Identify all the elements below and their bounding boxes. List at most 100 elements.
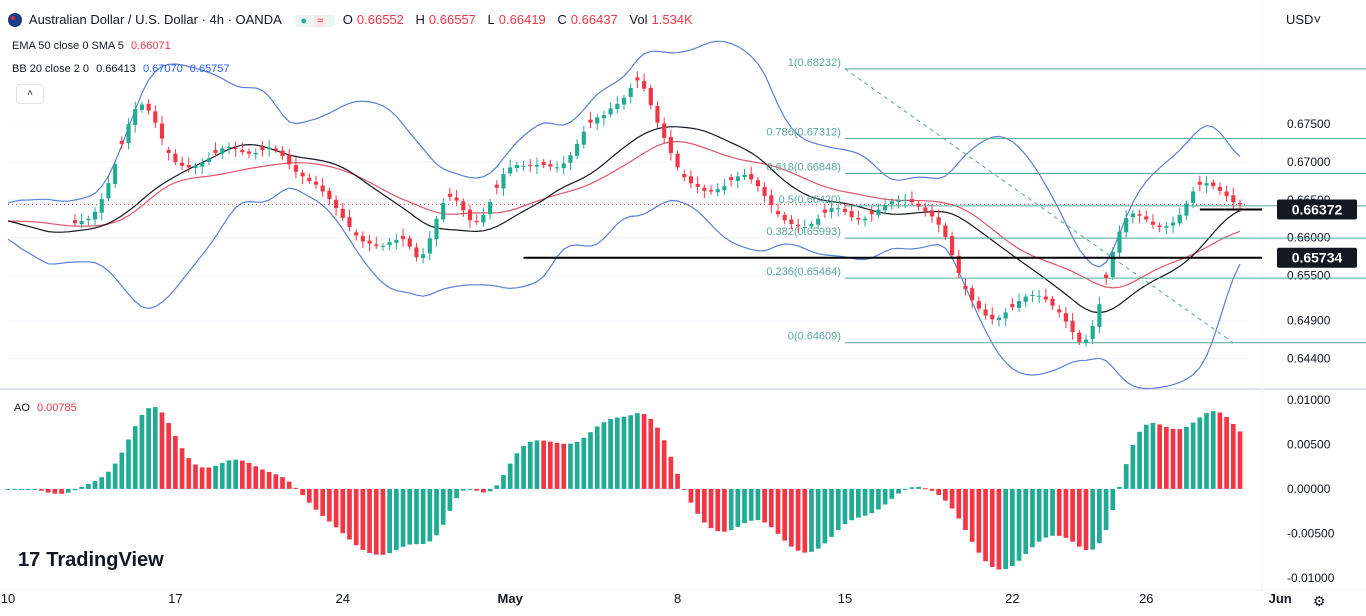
- candle-body: [1016, 301, 1022, 308]
- ao-histogram-bar: [199, 467, 205, 489]
- bb-label: BB 20 close 2 0: [12, 63, 90, 75]
- collapse-legend-button[interactable]: ˄: [16, 84, 44, 104]
- bb-legend[interactable]: BB 20 close 2 0 0.66413 0.67070 0.65757: [12, 63, 234, 75]
- candle-body: [936, 217, 941, 225]
- candle-body: [1157, 225, 1162, 228]
- settings-gear-icon[interactable]: ⚙: [1313, 593, 1326, 609]
- candle-body: [1050, 298, 1055, 306]
- chevron-down-icon: ˅: [1313, 12, 1322, 27]
- ao-histogram-bar: [1150, 422, 1156, 489]
- candle-body: [1204, 183, 1209, 186]
- ao-histogram-bar: [896, 488, 901, 494]
- ao-label: AO: [14, 402, 30, 414]
- ao-histogram-bar: [621, 416, 627, 489]
- ao-histogram-bar: [494, 485, 500, 489]
- candle-body: [688, 176, 694, 184]
- ao-histogram-bar: [233, 459, 238, 489]
- ao-legend[interactable]: AO 0.00785: [14, 402, 81, 414]
- candle-body: [86, 218, 91, 221]
- candle-body: [99, 199, 104, 213]
- candle-body: [1184, 203, 1189, 216]
- ao-histogram-bar: [112, 463, 118, 489]
- status-pill[interactable]: ● ≈: [295, 15, 336, 27]
- candle-body: [628, 87, 633, 98]
- candle-body: [1097, 304, 1102, 327]
- candle-body: [956, 255, 961, 274]
- fib-level-label: 0.5(0.66420): [779, 194, 841, 206]
- ao-histogram-bar: [373, 488, 379, 555]
- ao-histogram-bar: [32, 488, 38, 490]
- candle-body: [648, 87, 653, 106]
- ao-histogram-bar: [521, 446, 526, 489]
- ao-tick-label: 0.01000: [1287, 393, 1331, 407]
- ao-histogram-bar: [186, 458, 192, 489]
- ao-histogram-bar: [327, 488, 332, 522]
- candle-body: [1043, 296, 1048, 300]
- ao-histogram-bar: [1130, 444, 1136, 489]
- ao-histogram-bar: [809, 488, 814, 552]
- candle-body: [273, 148, 278, 150]
- ao-histogram-bar: [614, 417, 620, 489]
- ao-histogram-bar: [1083, 488, 1089, 550]
- ao-histogram-bar: [146, 408, 151, 489]
- ao-histogram-bar: [1103, 488, 1109, 530]
- candle-body: [883, 205, 888, 211]
- ao-histogram-bar: [936, 488, 942, 495]
- ema-legend[interactable]: EMA 50 close 0 SMA 5 0.66071: [12, 40, 175, 52]
- candle-body: [548, 164, 553, 167]
- ao-histogram-bar: [989, 488, 995, 567]
- ao-histogram-bar: [943, 488, 948, 501]
- candle-body: [1164, 226, 1169, 228]
- candle-body: [380, 245, 386, 247]
- candle-body: [166, 149, 171, 153]
- candle-body: [267, 147, 272, 150]
- candle-body: [876, 209, 881, 215]
- ao-histogram-bar: [454, 488, 459, 499]
- ao-value: 0.00785: [36, 402, 77, 414]
- date-tick-label: 8: [674, 591, 681, 606]
- ao-histogram-bar: [313, 488, 319, 510]
- candle-body: [280, 150, 285, 156]
- tradingview-logo-mark: 17: [18, 549, 41, 571]
- currency-selector[interactable]: USD˅: [1286, 12, 1322, 27]
- ao-histogram-bar: [387, 488, 392, 554]
- price-tick-label: 0.66000: [1287, 231, 1331, 245]
- ao-histogram-bar: [916, 486, 921, 489]
- ao-histogram-bar: [1123, 464, 1129, 489]
- fib-level-label: 0(0.64609): [788, 331, 841, 343]
- ao-histogram-bar: [440, 488, 446, 525]
- candle-body: [782, 214, 787, 221]
- candle-body: [1003, 312, 1008, 319]
- ao-histogram-bar: [166, 423, 172, 489]
- ao-histogram-bar: [173, 435, 178, 489]
- candle-body: [427, 238, 432, 254]
- candle-body: [146, 103, 151, 111]
- candle-body: [521, 165, 526, 167]
- ohlc-low: L 0.66419: [487, 12, 546, 27]
- candle-body: [293, 165, 298, 172]
- ao-histogram-bar: [39, 488, 44, 491]
- candle-body: [708, 189, 714, 192]
- ao-histogram-bar: [126, 439, 131, 489]
- ao-histogram-bar: [635, 413, 640, 489]
- ao-histogram-bar: [956, 488, 962, 519]
- ao-tick-label: -0.01000: [1287, 571, 1335, 585]
- fib-level-label: 0.786(0.67312): [766, 126, 841, 138]
- bb-upper-value: 0.67070: [142, 63, 183, 75]
- candle-body: [1231, 195, 1236, 203]
- candle-body: [682, 174, 687, 178]
- ao-histogram-bar: [789, 488, 794, 547]
- candle-body: [575, 143, 580, 156]
- ao-histogram-bar: [1016, 488, 1022, 561]
- candle-body: [541, 162, 546, 166]
- candle-body: [481, 214, 486, 223]
- candle-body: [347, 217, 352, 228]
- ao-histogram-bar: [106, 471, 111, 489]
- ao-histogram-bar: [1177, 429, 1183, 489]
- candle-body: [729, 177, 734, 181]
- ao-histogram-bar: [722, 488, 727, 532]
- ao-histogram-bar: [1036, 488, 1042, 542]
- symbol-title[interactable]: Australian Dollar / U.S. Dollar · 4h · O…: [28, 12, 282, 27]
- ao-histogram-bar: [320, 488, 326, 516]
